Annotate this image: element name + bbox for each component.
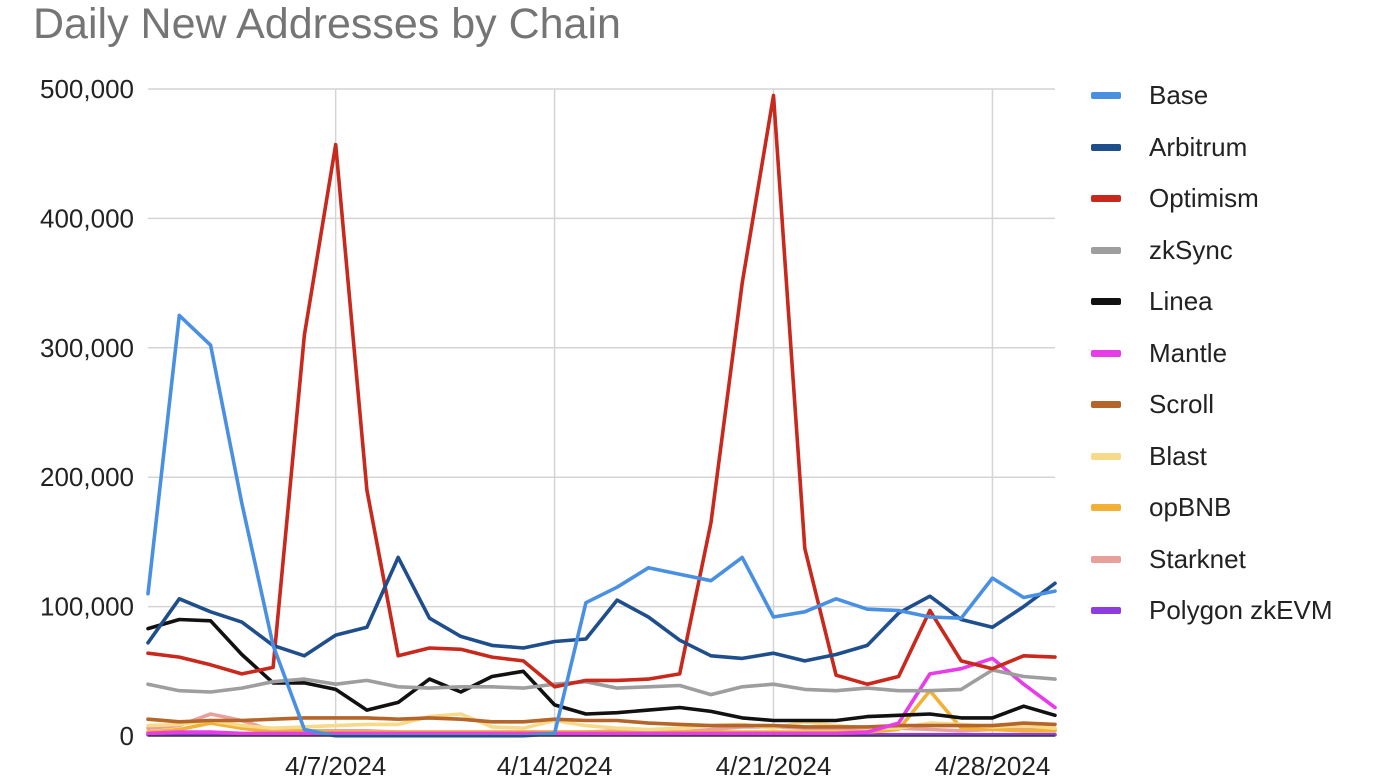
legend-swatch: [1091, 401, 1121, 409]
series-line-optimism: [146, 93, 1057, 689]
x-tick-label: 4/28/2024: [935, 751, 1051, 776]
legend-swatch: [1091, 452, 1121, 460]
legend-swatch: [1091, 195, 1121, 203]
legend-swatch: [1091, 504, 1121, 512]
legend-item: Mantle: [1091, 328, 1371, 380]
y-tick-label: 0: [120, 721, 134, 751]
legend-label: Arbitrum: [1149, 131, 1248, 162]
chart-legend: Base Arbitrum Optimism zkSync Linea Mantle Scr…: [1091, 70, 1371, 637]
series-line-arbitrum: [146, 555, 1057, 663]
legend-item: opBNB: [1091, 482, 1371, 534]
x-tick-label: 4/7/2024: [285, 751, 386, 776]
legend-swatch: [1091, 143, 1121, 151]
legend-swatch: [1091, 349, 1121, 357]
y-tick-label: 500,000: [40, 74, 134, 104]
legend-label: zkSync: [1149, 234, 1233, 265]
legend-item: Optimism: [1091, 173, 1371, 225]
series-line-linea: [146, 617, 1057, 723]
legend-label: opBNB: [1149, 492, 1232, 523]
legend-swatch: [1091, 555, 1121, 563]
y-tick-label: 300,000: [40, 333, 134, 363]
legend-label: Polygon zkEVM: [1149, 595, 1333, 626]
legend-item: Polygon zkEVM: [1091, 585, 1371, 637]
legend-label: Starknet: [1149, 543, 1246, 574]
legend-item: Scroll: [1091, 379, 1371, 431]
legend-swatch: [1091, 92, 1121, 100]
legend-item: Blast: [1091, 431, 1371, 483]
legend-label: Base: [1149, 80, 1209, 111]
legend-label: Blast: [1149, 440, 1207, 471]
series-line-base: [146, 313, 1057, 738]
legend-swatch: [1091, 607, 1121, 615]
legend-item: Linea: [1091, 276, 1371, 328]
legend-item: Starknet: [1091, 534, 1371, 586]
legend-item: Base: [1091, 70, 1371, 122]
series-line-zksync: [146, 668, 1057, 697]
legend-swatch: [1091, 298, 1121, 306]
chart-title: Daily New Addresses by Chain: [33, 0, 621, 48]
legend-label: Mantle: [1149, 337, 1228, 368]
legend-label: Linea: [1149, 286, 1213, 317]
x-tick-label: 4/14/2024: [497, 751, 613, 776]
y-tick-label: 200,000: [40, 462, 134, 492]
y-tick-label: 400,000: [40, 203, 134, 233]
legend-label: Scroll: [1149, 389, 1215, 420]
legend-label: Optimism: [1149, 183, 1259, 214]
legend-swatch: [1091, 246, 1121, 254]
y-tick-label: 100,000: [40, 592, 134, 622]
x-tick-label: 4/21/2024: [716, 751, 832, 776]
legend-item: Arbitrum: [1091, 122, 1371, 174]
legend-item: zkSync: [1091, 225, 1371, 277]
